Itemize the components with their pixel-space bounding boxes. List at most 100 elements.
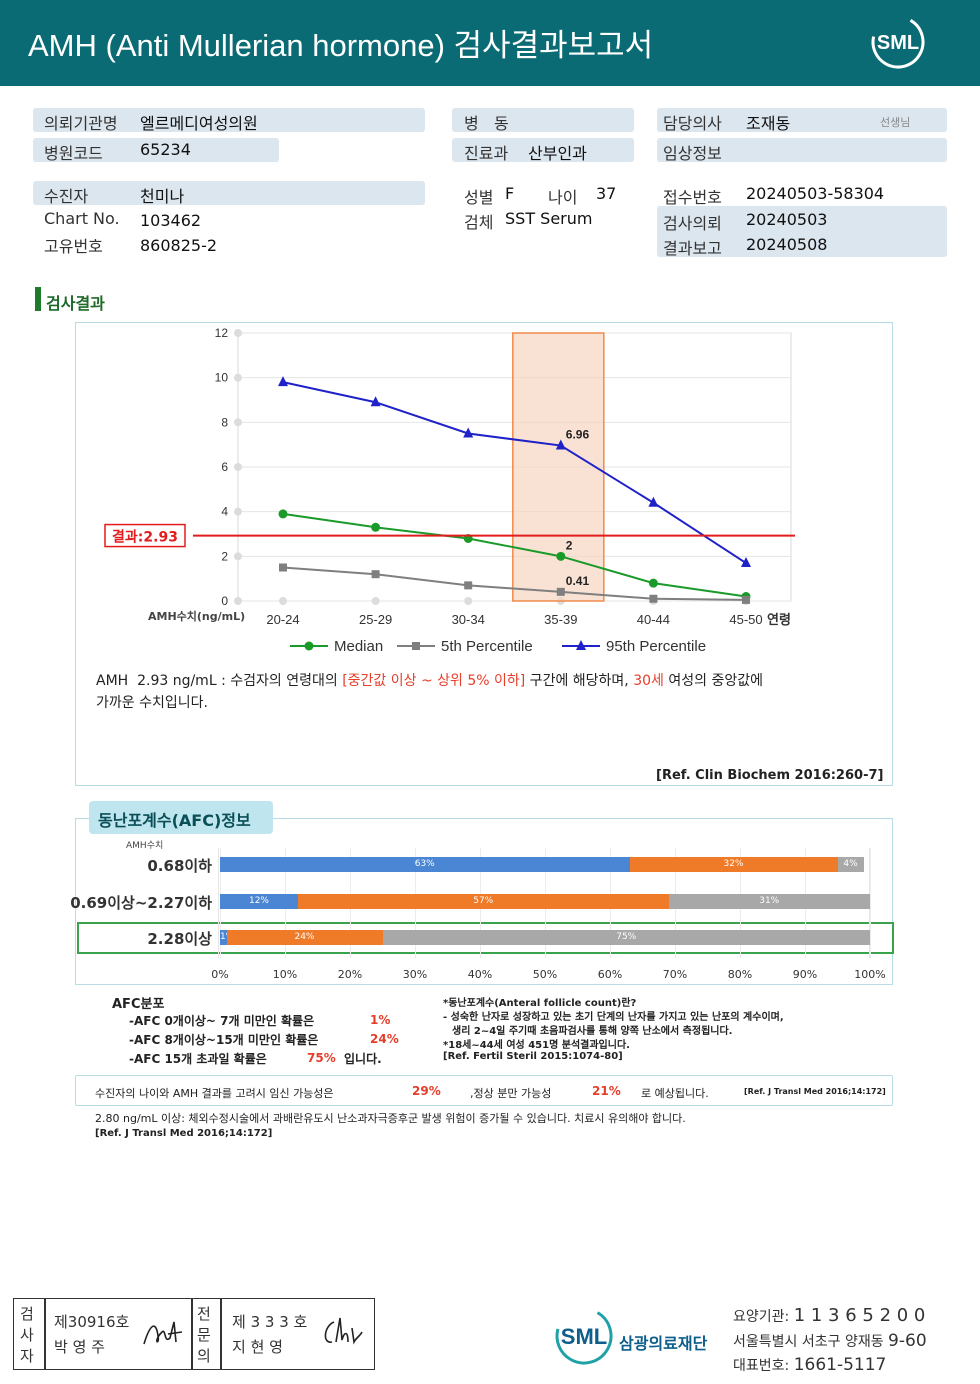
specialist-no: 제 3 3 3 호 xyxy=(232,1313,308,1331)
org-address-text: 서울특별시 서초구 양재동 xyxy=(733,1334,884,1350)
chart-no-label: Chart No. xyxy=(44,209,120,228)
interpretation-text-e: 여성의 중앙값에 xyxy=(663,673,763,689)
pregnancy-text-a: 수진자의 나이와 AMH 결과를 고려시 임신 가능성은 xyxy=(95,1087,334,1100)
x-tick-dot xyxy=(279,597,287,605)
afc-bar-label: 1% xyxy=(220,932,227,942)
afc-note-3: *18세~44세 여성 451명 분석결과입니다. xyxy=(443,1040,630,1051)
x-tick-label: 20-24 xyxy=(266,612,299,627)
y-tick-label: 2 xyxy=(221,549,228,563)
afc-bar-segment xyxy=(837,857,864,872)
interpretation-line-2: 가까운 수치입니다. xyxy=(96,695,208,711)
request-label: 검사의뢰 xyxy=(663,214,722,233)
afc-note-ref: [Ref. Fertil Steril 2015:1074-80] xyxy=(443,1051,623,1062)
afc-bar-label: 12% xyxy=(248,896,269,906)
hospital-code-value: 65234 xyxy=(140,140,191,159)
warning-ref: [Ref. J Transl Med 2016;14:172] xyxy=(95,1128,273,1139)
hospital-code-box xyxy=(33,138,279,162)
clinical-label: 임상정보 xyxy=(663,144,722,163)
afc-axis-label: 40% xyxy=(467,968,493,981)
afc-bar-label: 75% xyxy=(616,932,637,942)
legend-marker xyxy=(304,641,314,651)
y-tick-dot xyxy=(234,373,242,382)
institution-value: 엘르메디여성의원 xyxy=(140,114,258,133)
point-median xyxy=(648,578,658,588)
afc-row-label: 0.69이상~2.27이하 xyxy=(70,894,212,912)
afc-bar-segment xyxy=(226,930,383,945)
point-median xyxy=(556,551,566,561)
afc-axis-label: 30% xyxy=(402,968,428,981)
pregnancy-ref: [Ref. J Transl Med 2016;14:172] xyxy=(744,1087,886,1096)
y-tick-label: 10 xyxy=(215,371,229,385)
afc-axis-label: 80% xyxy=(727,968,753,981)
y-tick-dot xyxy=(234,507,242,516)
point-5th xyxy=(649,594,658,603)
interpretation-range: [중간값 이상 ~ 상위 5% 이하] xyxy=(342,673,526,689)
afc-axis-label: 50% xyxy=(532,968,558,981)
afc-row-label: 2.28이상 xyxy=(147,930,212,948)
legend-label: Median xyxy=(334,638,383,655)
age-highlight-band xyxy=(512,332,605,602)
legend-label: 5th Percentile xyxy=(441,638,533,655)
afc-bar-label: 31% xyxy=(759,896,780,906)
report-date-label: 결과보고 xyxy=(663,239,722,258)
point-5th xyxy=(742,595,750,604)
doctor-box xyxy=(657,108,947,132)
unique-id-value: 860825-2 xyxy=(140,236,218,255)
signature-divider-2 xyxy=(191,1298,193,1370)
pregnancy-rate: 29% xyxy=(412,1084,441,1098)
sex-label: 성별 xyxy=(464,188,494,207)
point-95th xyxy=(278,376,288,387)
sml-logo: SML xyxy=(870,14,926,70)
afc-dist-2-value: 24% xyxy=(370,1032,399,1046)
y-axis-label: AMH수치(ng/mL) xyxy=(148,609,245,623)
signature-box xyxy=(13,1298,375,1370)
afc-note-2: 생리 2~4일 주기때 초음파검사를 통해 양쪽 난소에서 측정됩니다. xyxy=(452,1026,733,1037)
specimen-value: SST Serum xyxy=(505,209,593,228)
afc-dist-1-value: 1% xyxy=(370,1013,391,1027)
point-5th xyxy=(464,581,473,590)
afc-dist-1: -AFC 0개이상~ 7개 미만인 확률은 xyxy=(129,1014,315,1028)
afc-axis-label: 100% xyxy=(854,968,886,981)
y-tick-dot xyxy=(234,329,242,337)
org-phone-value: 1661-5117 xyxy=(793,1355,887,1375)
data-label: 0.41 xyxy=(566,574,590,588)
legend-marker xyxy=(576,640,586,650)
sex-value: F xyxy=(505,184,515,203)
x-tick-label: 45-50 xyxy=(729,612,762,627)
section-marker xyxy=(35,287,41,311)
afc-axis-label: 60% xyxy=(597,968,623,981)
specialist-name: 지 현 영 xyxy=(232,1338,283,1356)
point-5th xyxy=(371,570,380,579)
afc-row-label: 0.68이하 xyxy=(147,857,212,875)
y-tick-dot xyxy=(234,463,242,471)
org-code: 요양기관: 1 1 3 6 5 2 0 0 xyxy=(733,1305,925,1326)
pregnancy-box xyxy=(75,1075,893,1106)
afc-highlight-row xyxy=(77,922,894,954)
afc-bar-label: 32% xyxy=(723,859,744,869)
point-95th xyxy=(370,396,381,407)
y-tick-label: 4 xyxy=(221,505,228,519)
receipt-label: 접수번호 xyxy=(663,188,722,207)
signature-divider-1 xyxy=(44,1298,46,1370)
data-label: 2 xyxy=(566,538,573,552)
footer-logo-text: SML xyxy=(561,1324,607,1349)
point-95th xyxy=(741,557,751,568)
y-tick-dot xyxy=(234,597,242,605)
x-axis-label: 연령 xyxy=(767,613,791,628)
receipt-value: 20240503-58304 xyxy=(746,184,885,203)
afc-bar-segment xyxy=(382,930,870,945)
age-label: 나이 xyxy=(548,188,578,207)
doctor-value: 조재동 xyxy=(746,114,791,133)
section-title: 검사결과 xyxy=(46,294,105,313)
afc-axis-label: 70% xyxy=(662,968,688,981)
org-phone-label: 대표번호: xyxy=(733,1358,790,1374)
afc-amh-label: AMH수치 xyxy=(126,841,164,851)
afc-bar-segment xyxy=(220,894,298,909)
afc-bar-segment xyxy=(220,930,227,945)
x-tick-label: 30-34 xyxy=(452,612,485,627)
x-tick-label: 40-44 xyxy=(637,612,670,627)
request-value: 20240503 xyxy=(746,210,828,229)
data-label: 6.96 xyxy=(566,428,590,442)
request-box xyxy=(657,206,947,257)
y-tick-label: 12 xyxy=(215,326,229,340)
